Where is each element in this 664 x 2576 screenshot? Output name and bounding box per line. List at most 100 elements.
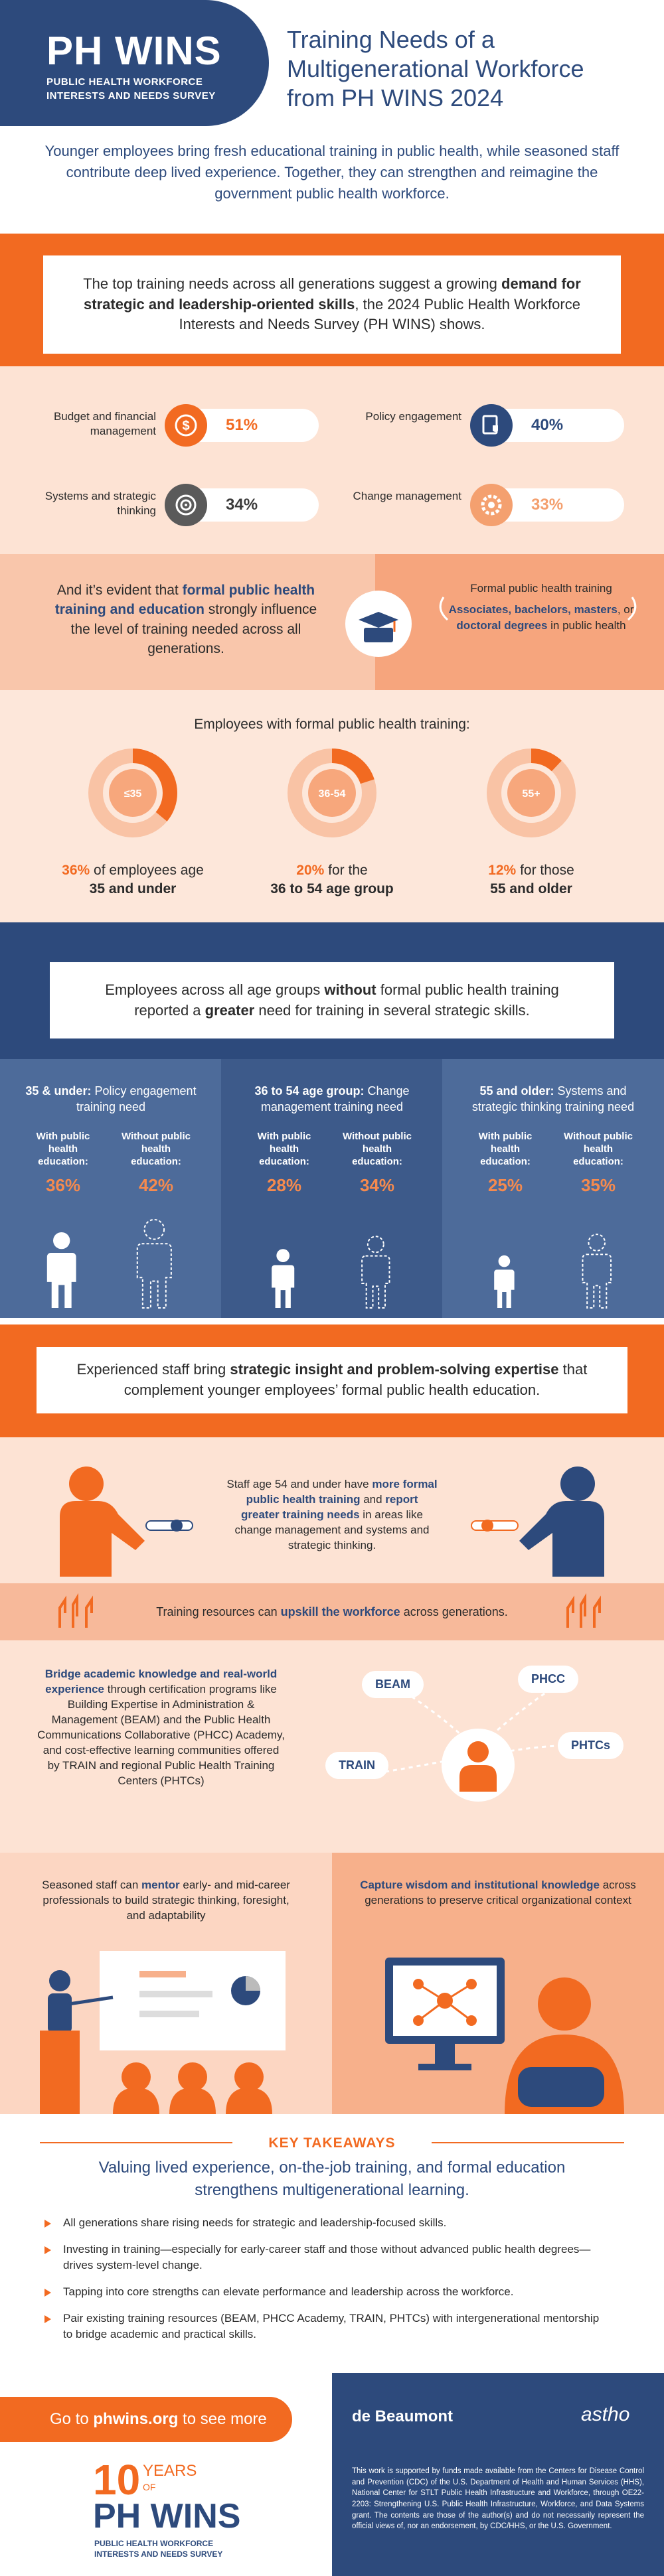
text: Bridge academic knowledge and real-world…	[44, 1668, 278, 1695]
logo: PH WINS	[46, 29, 222, 73]
shape	[493, 425, 498, 432]
text: upskill the workforce	[280, 1605, 400, 1618]
text: across generations.	[400, 1605, 508, 1618]
logo-sub: INTERESTS AND NEEDS SURVEY	[46, 90, 216, 102]
donut-caption: 36% of employees age 35 and under	[33, 861, 232, 899]
title: Training Needs of a Multigenerational Wo…	[287, 26, 584, 111]
shape: The top training needs across all genera…	[70, 274, 594, 335]
hands-icon	[566, 1593, 601, 1628]
donut-caption-bold: 36 to 54 age group	[270, 881, 394, 897]
person-head	[53, 1232, 70, 1250]
donut-label: ≤35	[124, 788, 142, 800]
text: early- and mid-career professionals to b…	[42, 1879, 290, 1922]
rule	[432, 2142, 624, 2143]
person-body	[361, 1255, 390, 1309]
shape	[566, 1593, 601, 1628]
shape	[145, 1520, 193, 1531]
shape	[538, 1977, 591, 2031]
person-head	[498, 1255, 511, 1267]
donut-caption: 20% for the 36 to 54 age group	[232, 861, 432, 899]
shape	[435, 2044, 455, 2064]
partner: astho	[581, 2403, 630, 2425]
staff-text: Staff age 54 and under have more formal …	[226, 1477, 438, 1553]
node: TRAIN	[325, 1752, 388, 1779]
text: without	[324, 981, 376, 998]
text: mentor	[141, 1879, 180, 1891]
shape	[246, 1976, 260, 1991]
icon-target	[175, 494, 197, 516]
shape	[359, 612, 398, 628]
staff-illustration	[471, 1467, 604, 1577]
statement-box: The top training needs across all genera…	[43, 255, 621, 354]
person-body	[272, 1265, 295, 1308]
text: Experienced staff bring	[76, 1361, 230, 1378]
donut-value: 20%	[296, 863, 325, 878]
anniv-sub: PUBLIC HEALTH WORKFORCE	[94, 2539, 214, 2548]
arrows	[439, 597, 637, 621]
text: need for training in several strategic s…	[254, 1001, 530, 1019]
capture-text: Capture wisdom and institutional knowled…	[359, 1878, 637, 1908]
shape	[58, 1593, 93, 1628]
header-pill: PH WINS PUBLIC HEALTH WORKFORCE INTEREST…	[0, 0, 269, 126]
donut-arc	[288, 749, 376, 837]
shape	[437, 1993, 453, 2009]
age-column: 35 & under: Policy engagement training n…	[0, 1059, 222, 1318]
formal-box: Formal public health training Associates…	[445, 581, 637, 633]
staff-illustration	[60, 1467, 193, 1577]
text: phwins.org	[93, 2410, 179, 2428]
shape	[40, 2031, 80, 2114]
icon: $	[165, 404, 207, 447]
shape	[482, 415, 498, 435]
text: that complement younger employees’ forma…	[124, 1361, 588, 1398]
icon	[470, 484, 513, 526]
edu-label: Without public health education:	[563, 1131, 633, 1167]
text: , the 2024 Public Health Workforce Inter…	[179, 295, 580, 333]
icon-dollar: $	[175, 414, 197, 437]
shape	[384, 1687, 578, 1773]
shape	[481, 494, 502, 516]
edu-value: 34%	[359, 1175, 395, 1195]
shape: Experienced staff bring strategic insigh…	[63, 1360, 601, 1401]
edu-value: 35%	[580, 1175, 616, 1195]
text: report greater training needs	[241, 1492, 418, 1521]
donut-caption-bold: 55 and older	[490, 881, 572, 897]
donut-center	[109, 769, 157, 817]
anniv-of: OF	[143, 2482, 156, 2492]
text: The top training needs across all genera…	[83, 275, 502, 292]
shape	[185, 504, 187, 506]
takeaway: All generations share rising needs for s…	[44, 2215, 608, 2231]
shape	[68, 1995, 114, 2006]
person	[46, 1232, 76, 1308]
column-title-bold: 36 to 54 age group:	[254, 1084, 365, 1098]
takeaway: Pair existing training resources (BEAM, …	[44, 2311, 608, 2342]
edu-label: Without public health education:	[342, 1131, 412, 1167]
shape	[234, 2062, 264, 2092]
mentor-text: Seasoned staff can mentor early- and mid…	[33, 1878, 299, 1924]
shape	[139, 1971, 186, 1977]
text: formal public health training and educat…	[54, 583, 315, 618]
skill-label: Change management	[353, 490, 461, 502]
edu-value: 25%	[487, 1175, 523, 1195]
shape	[48, 1993, 72, 2033]
shape: Employees across all age groups without …	[76, 980, 588, 1021]
anniv-number: 10	[93, 2456, 141, 2504]
person-head	[276, 1249, 290, 1263]
formal-right	[375, 554, 664, 690]
text: doctoral degrees	[456, 618, 548, 632]
person-figure	[272, 1249, 295, 1308]
cap-icon	[345, 591, 412, 657]
person-figure	[582, 1234, 612, 1309]
age-column: 55 and older: Systems and strategic thin…	[442, 1059, 664, 1318]
icon	[165, 484, 207, 526]
icon-gear	[481, 494, 502, 516]
text: demand for strategic and leadership-orie…	[84, 275, 581, 313]
anniv-years: YEARS	[143, 2462, 197, 2480]
person	[361, 1236, 390, 1309]
donut-caption: 12% for those 55 and older	[432, 861, 631, 899]
shape	[519, 1501, 604, 1577]
resources-band: Training resources can upskill the workf…	[0, 1583, 664, 1640]
text: Employees across all age groups	[105, 981, 325, 998]
edu-value: 28%	[266, 1175, 302, 1195]
bridge-text: Bridge academic knowledge and real-world…	[37, 1667, 286, 1789]
